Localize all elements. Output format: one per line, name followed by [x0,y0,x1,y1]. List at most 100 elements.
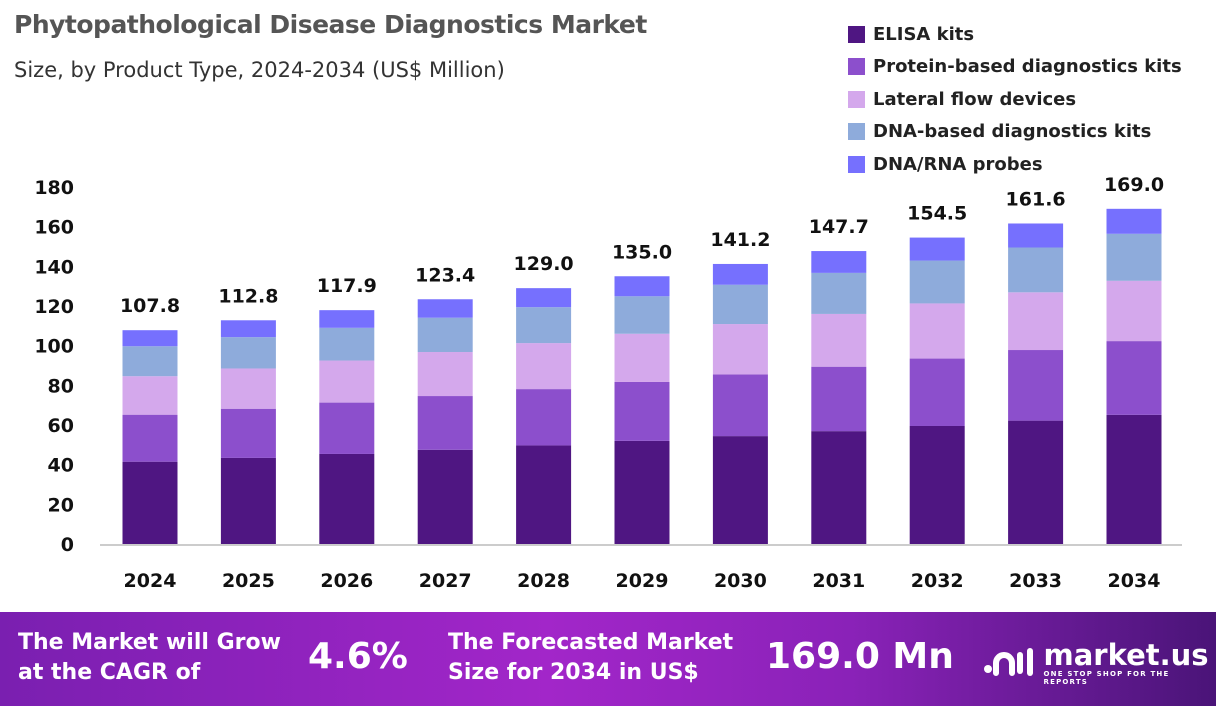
bar-segment [712,284,768,325]
bar-segment [811,313,867,367]
total-label: 117.9 [317,275,377,297]
bar-segment [319,453,375,544]
bar-segment [1008,420,1064,544]
bar-segment [319,327,375,361]
legend-swatch [848,155,865,173]
total-label: 123.4 [415,264,475,286]
x-tick-label: 2032 [911,570,964,592]
bar-segment [1008,292,1064,351]
y-tick-label: 100 [34,336,74,358]
brand-logo: market.us ONE STOP SHOP FOR THE REPORTS [982,640,1216,686]
total-label: 161.6 [1006,188,1066,210]
bar-segment [122,346,178,377]
cagr-label-line2: at the CAGR of [18,660,201,685]
bar-segment [417,317,473,353]
x-tick-label: 2029 [616,570,669,592]
bar-segment [1008,223,1064,248]
cagr-value: 4.6% [308,636,408,677]
total-label: 141.2 [710,229,770,251]
chart-plot: 0 20 40 60 80 100 120 140 160 180 107.8 2024 112.8 20… [34,174,1182,592]
x-tick-label: 2024 [124,570,177,592]
bar-segment [516,288,572,308]
bar-segment [1106,233,1162,281]
bar-segment [614,296,670,334]
y-tick-label: 80 [48,375,74,397]
bar-segment [712,263,768,285]
bar-segment [909,237,965,261]
y-tick-label: 20 [48,494,74,516]
bar-segment [122,330,178,347]
bar-segment [811,366,867,432]
cagr-label-line1: The Market will Grow [18,630,281,655]
bar-segment [712,374,768,437]
x-tick-label: 2025 [222,570,275,592]
x-tick-label: 2030 [714,570,767,592]
legend-label: DNA/RNA probes [873,153,1043,175]
legend-label: Protein-based diagnostics kits [873,56,1182,78]
forecast-label-line2: Size for 2034 in US$ [448,660,699,685]
total-label: 107.8 [120,295,180,317]
total-label: 135.0 [612,241,672,263]
bar-segment [614,276,670,297]
y-tick-label: 40 [48,455,74,477]
y-tick-label: 180 [34,177,74,199]
bar-segment [516,307,572,344]
summary-banner: The Market will Grow at the CAGR of 4.6%… [0,612,1216,706]
bar-segment [1008,247,1064,293]
total-label: 112.8 [218,285,278,307]
total-label: 169.0 [1104,174,1164,196]
legend-swatch [848,58,865,76]
y-tick-label: 160 [34,217,74,239]
bar-segment [909,425,965,544]
bar-segment [1008,350,1064,421]
bar-segment [122,414,178,462]
chart-title: Phytopathological Disease Diagnostics Ma… [14,10,647,39]
legend-item: DNA-based diagnostics kits [848,116,1182,149]
bar-segment [417,352,473,397]
total-label: 129.0 [514,253,574,275]
y-tick-label: 120 [34,296,74,318]
legend-label: Lateral flow devices [873,88,1077,110]
brand-tagline: ONE STOP SHOP FOR THE REPORTS [1043,670,1170,686]
total-label: 154.5 [907,203,967,225]
bar-segment [417,449,473,544]
x-tick-label: 2031 [812,570,865,592]
bar-segment [811,431,867,544]
total-label: 147.7 [809,216,869,238]
forecast-value: 169.0 Mn [766,636,954,677]
x-tick-label: 2033 [1009,570,1062,592]
legend: ELISA kits Protein-based diagnostics kits… [848,18,1182,181]
bar-segment [909,358,965,426]
x-tick-label: 2034 [1108,570,1161,592]
legend-item: Lateral flow devices [848,83,1182,116]
y-tick-label: 140 [34,256,74,278]
legend-label: DNA-based diagnostics kits [873,121,1152,143]
forecast-label-line1: The Forecasted Market [448,630,734,655]
bar-segment [220,320,276,338]
chart-subtitle: Size, by Product Type, 2024-2034 (US$ Mi… [14,58,505,82]
bar-segment [1106,208,1162,234]
legend-label: ELISA kits [873,23,975,45]
legend-item: ELISA kits [848,18,1182,51]
legend-item: DNA/RNA probes [848,148,1182,181]
bar-segment [516,343,572,390]
bar-segment [319,360,375,403]
bar-segment [909,303,965,359]
x-tick-label: 2028 [517,570,570,592]
bar-segment [220,408,276,458]
logo-icon [984,648,1033,676]
legend-swatch [848,90,865,108]
bar-segment [220,337,276,369]
bar-segment [516,389,572,446]
legend-swatch [848,123,865,141]
bar-segment [1106,280,1162,342]
brand-name: market.us [1043,638,1209,672]
y-tick-label: 60 [48,415,74,437]
legend-item: Protein-based diagnostics kits [848,51,1182,84]
bar-segment [417,299,473,318]
legend-swatch [848,25,865,43]
bar-segment [122,461,178,544]
bar-segment [614,333,670,382]
x-tick-label: 2026 [320,570,373,592]
bar-segment [614,440,670,544]
